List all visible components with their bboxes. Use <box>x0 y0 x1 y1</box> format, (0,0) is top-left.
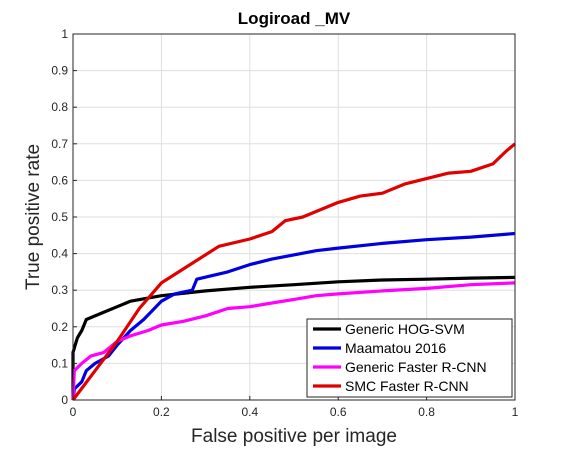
y-tick-label: 0.1 <box>51 356 68 370</box>
y-tick-label: 0.3 <box>51 283 68 297</box>
x-tick-label: 0.2 <box>153 405 170 419</box>
x-tick-label: 0 <box>70 405 77 419</box>
y-ticks: 0 0.1 0.2 0.3 0.4 0.5 0.6 0.7 0.8 0.9 1 <box>51 27 77 407</box>
x-axis-label: False positive per image <box>191 426 397 447</box>
y-tick-label: 0.6 <box>51 173 68 187</box>
y-tick-label: 0.4 <box>51 247 68 261</box>
legend-box <box>306 318 513 398</box>
series-group <box>71 142 517 401</box>
series-line-2 <box>71 281 516 401</box>
x-tick-label: 0.8 <box>418 405 435 419</box>
y-tick-label: 0.9 <box>51 64 68 78</box>
series-line-3 <box>71 142 517 401</box>
x-tick-label: 0.4 <box>241 405 258 419</box>
x-tick-label: 0.6 <box>330 405 347 419</box>
y-tick-label: 0 <box>61 393 68 407</box>
legend: Generic HOG-SVM Maamatou 2016 Generic Fast… <box>306 318 513 398</box>
chart-title: Logiroad _MV <box>238 9 351 28</box>
y-tick-label: 0.5 <box>51 210 68 224</box>
legend-label-1: Maamatou 2016 <box>345 340 446 356</box>
legend-label-2: Generic Faster R-CNN <box>345 359 487 375</box>
y-tick-label: 0.8 <box>51 100 68 114</box>
series-line-1 <box>71 231 516 401</box>
legend-label-0: Generic HOG-SVM <box>345 321 465 337</box>
y-axis-label: True positive rate <box>23 144 44 290</box>
legend-label-3: SMC Faster R-CNN <box>345 378 469 394</box>
x-tick-label: 1 <box>512 405 519 419</box>
x-ticks: 0 0.2 0.4 0.6 0.8 1 <box>70 396 519 419</box>
y-tick-label: 1 <box>61 27 68 41</box>
y-tick-label: 0.7 <box>51 137 68 151</box>
y-tick-label: 0.2 <box>51 320 68 334</box>
